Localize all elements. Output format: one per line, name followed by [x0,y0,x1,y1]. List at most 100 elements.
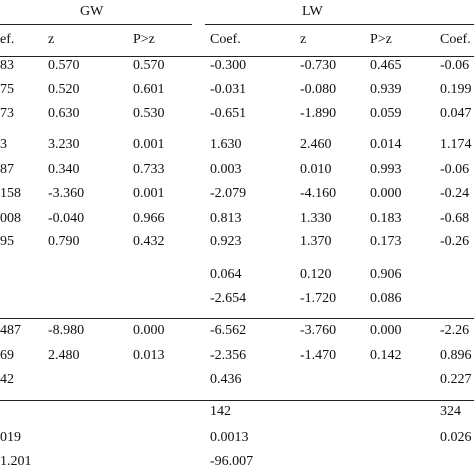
column-header: ef. [0,32,15,47]
table-cell: 0.000 [370,323,402,338]
table-cell: 83 [0,58,14,73]
column-header: Coef. [210,32,241,47]
table-cell: -2.356 [210,348,247,363]
table-cell: 0.003 [210,162,242,177]
table-cell: 1.330 [300,211,332,226]
table-cell: 1.174 [440,137,472,152]
table-cell: 0.939 [370,82,402,97]
table-cell: 73 [0,106,14,121]
table-cell: 0.601 [133,82,165,97]
table-cell: 0.059 [370,106,402,121]
table-cell: -0.68 [440,211,470,226]
table-cell: 69 [0,348,14,363]
table-cell: -0.730 [300,58,337,73]
table-cell: 0.570 [48,58,80,73]
table-cell: 0.000 [133,323,165,338]
table-cell: 42 [0,372,14,387]
table-cell: 0.014 [370,137,402,152]
rule [0,56,474,57]
table-cell: 0.173 [370,234,402,249]
table-cell: 0.923 [210,234,242,249]
table-cell: 0.0013 [210,430,249,445]
column-header: P>z [370,32,392,47]
table-cell: -2.26 [440,323,470,338]
table-cell: -0.651 [210,106,247,121]
table-cell: 0.530 [133,106,165,121]
table-cell: 019 [0,430,21,445]
table-cell: -4.160 [300,186,337,201]
table-cell: 0.227 [440,372,472,387]
table-cell: 0.013 [133,348,165,363]
table-cell: 87 [0,162,14,177]
table-cell: 487 [0,323,21,338]
table-cell: 0.199 [440,82,472,97]
table-cell: 0.000 [370,186,402,201]
table-cell: -0.06 [440,58,470,73]
table-cell: 2.480 [48,348,80,363]
column-header: Coef. [440,32,471,47]
table-cell: -1.720 [300,291,337,306]
table-cell: 0.010 [300,162,332,177]
table-cell: 0.993 [370,162,402,177]
rule [0,24,192,25]
table-cell: 1.201 [0,454,32,469]
table-cell: 1.630 [210,137,242,152]
table-cell: -1.470 [300,348,337,363]
table-cell: 1.370 [300,234,332,249]
table-cell: -1.890 [300,106,337,121]
column-header: z [300,32,307,47]
table-cell: -3.760 [300,323,337,338]
table-cell: 95 [0,234,14,249]
table-cell: 324 [440,404,461,419]
group-header: GW [80,4,104,19]
column-header: z [48,32,55,47]
table-cell: 0.436 [210,372,242,387]
table-cell: 0.047 [440,106,472,121]
table-cell: 158 [0,186,21,201]
table-cell: 0.790 [48,234,80,249]
table-cell: 008 [0,211,21,226]
table-cell: 0.520 [48,82,80,97]
table-cell: -0.06 [440,162,470,177]
table-cell: -6.562 [210,323,247,338]
table-cell: 0.896 [440,348,472,363]
table-cell: 2.460 [300,137,332,152]
table-cell: -0.300 [210,58,247,73]
rule [0,400,474,401]
column-header: P>z [133,32,155,47]
table-cell: -0.080 [300,82,337,97]
table-cell: -3.360 [48,186,85,201]
table-cell: -2.079 [210,186,247,201]
table-cell: 0.340 [48,162,80,177]
table-cell: 0.432 [133,234,165,249]
table-cell: 0.001 [133,137,165,152]
table-cell: 0.120 [300,267,332,282]
table-cell: 0.001 [133,186,165,201]
table-cell: 3 [0,137,7,152]
table-cell: -0.24 [440,186,470,201]
table-cell: -0.040 [48,211,85,226]
table-cell: 0.966 [133,211,165,226]
table-cell: 0.813 [210,211,242,226]
table-cell: 0.064 [210,267,242,282]
table-cell: 0.086 [370,291,402,306]
table-cell: 142 [210,404,231,419]
rule [0,318,474,319]
table-cell: -2.654 [210,291,247,306]
table-cell: 0.142 [370,348,402,363]
table-cell: -0.031 [210,82,247,97]
table-cell: 0.630 [48,106,80,121]
table-cell: 3.230 [48,137,80,152]
table-cell: 0.465 [370,58,402,73]
table-cell: 0.733 [133,162,165,177]
table-cell: 0.026 [440,430,472,445]
table-cell: 0.570 [133,58,165,73]
group-header: LW [302,4,323,19]
table-cell: -8.980 [48,323,85,338]
table-cell: -96.007 [210,454,254,469]
rule [205,24,474,25]
table-cell: 75 [0,82,14,97]
table-cell: -0.26 [440,234,470,249]
table-cell: 0.906 [370,267,402,282]
